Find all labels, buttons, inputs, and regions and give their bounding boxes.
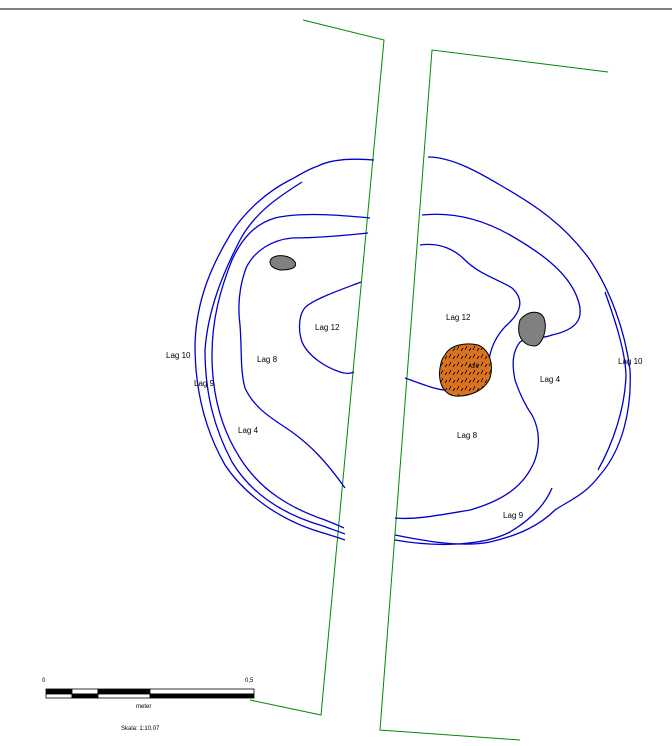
scale-lower-3: [97, 693, 151, 699]
scale-segment-4: [149, 688, 255, 695]
scale-lower-2: [71, 693, 99, 699]
scale-segment-3: [97, 688, 151, 695]
left-contour-lag9: [211, 213, 371, 529]
left-contour-outer-lag10: [194, 158, 375, 541]
left-contour-lag8: [238, 232, 369, 489]
label-right-a26: A26: [468, 364, 479, 370]
right-contour-lag9-outer-lower: [394, 487, 553, 546]
scale-end-label: 0,5: [245, 678, 254, 684]
scale-bar: 0 0,5 meter Skala: 1:10,07: [42, 678, 255, 732]
left-contour-lag10-inner: [204, 181, 346, 535]
left-contours: [194, 158, 375, 541]
label-left-lag10: Lag 10: [166, 351, 191, 360]
stone-left: [269, 255, 297, 271]
label-right-lag4: Lag 4: [540, 375, 561, 384]
left-contour-lag12: [298, 281, 362, 375]
right-contour-lag9: [394, 213, 581, 520]
label-left-lag8: Lag 8: [257, 355, 278, 364]
label-right-lag12: Lag 12: [446, 313, 471, 322]
right-contour-lag10-inner: [597, 291, 627, 471]
feature-a26: [439, 343, 492, 397]
scale-ratio-text: Skala: 1:10,07: [121, 726, 160, 732]
scale-lower-4: [149, 693, 255, 699]
scale-start-label: 0: [42, 678, 46, 684]
right-contour-outer-lag10: [394, 156, 631, 545]
section-outline-left: [249, 19, 385, 716]
label-left-lag12: Lag 12: [315, 323, 340, 332]
label-right-lag9: Lag 9: [503, 511, 524, 520]
scale-lower-1: [45, 693, 73, 699]
label-right-lag10: Lag 10: [618, 357, 643, 366]
section-outline-right: [379, 49, 609, 741]
scale-segment-2: [71, 688, 99, 695]
scale-unit-label: meter: [136, 704, 151, 710]
label-left-lag9: Lag 9: [194, 379, 215, 388]
stone-right: [518, 311, 546, 347]
scale-segment-1: [45, 688, 73, 695]
label-left-lag4: Lag 4: [238, 426, 259, 435]
label-right-lag8: Lag 8: [457, 431, 478, 440]
right-contours: [394, 156, 631, 546]
